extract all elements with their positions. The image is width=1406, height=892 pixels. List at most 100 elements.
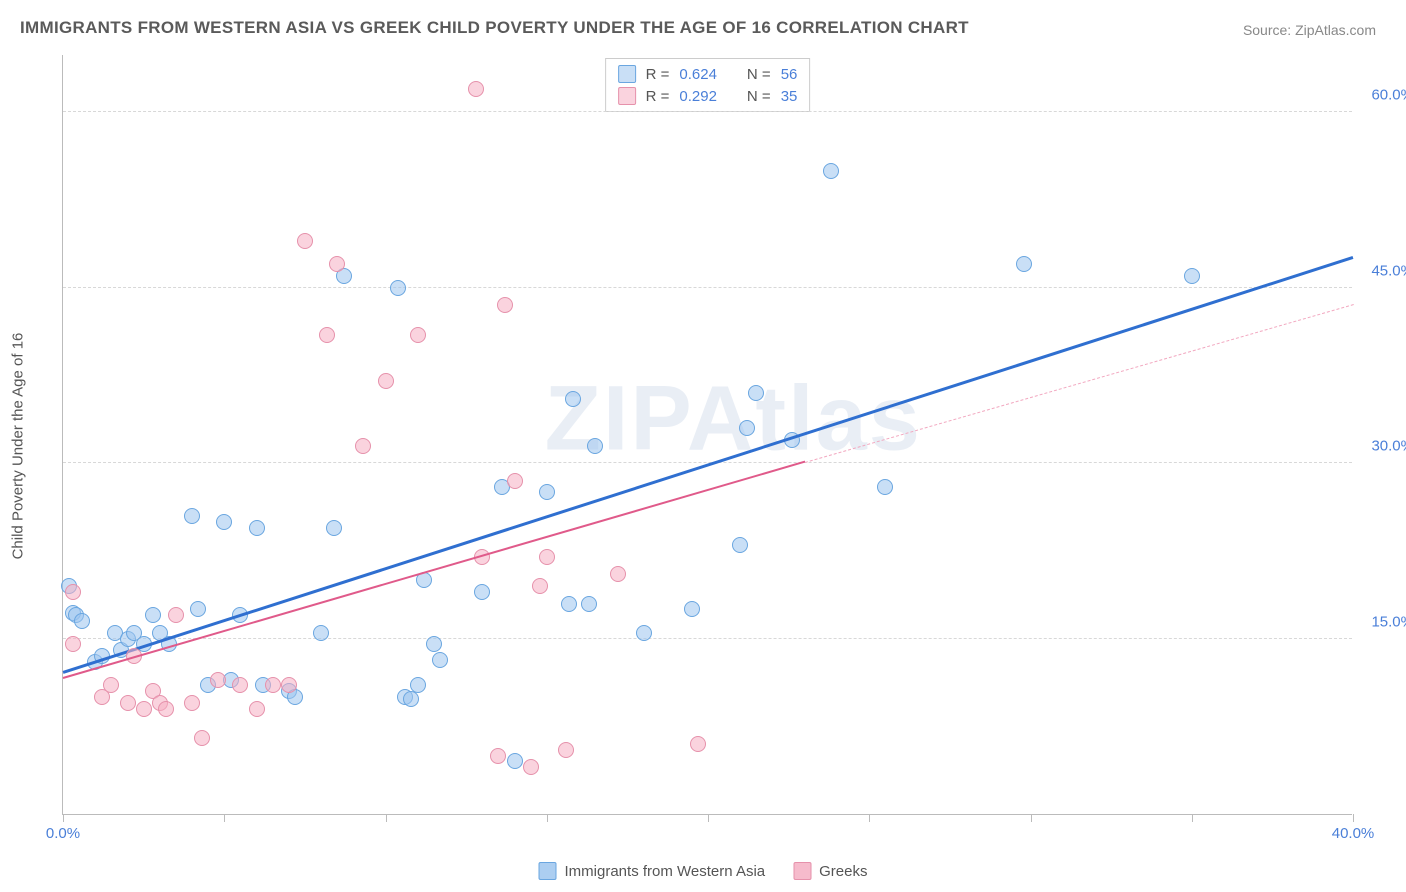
r-label: R = bbox=[646, 88, 670, 105]
x-tick bbox=[386, 814, 387, 822]
data-point bbox=[823, 163, 839, 179]
data-point bbox=[684, 601, 700, 617]
data-point bbox=[184, 695, 200, 711]
data-point bbox=[581, 596, 597, 612]
data-point bbox=[297, 233, 313, 249]
data-point bbox=[319, 327, 335, 343]
data-point bbox=[690, 736, 706, 752]
data-point bbox=[168, 607, 184, 623]
x-tick-label: 0.0% bbox=[46, 825, 80, 842]
data-point bbox=[532, 578, 548, 594]
legend-swatch-icon bbox=[793, 862, 811, 880]
data-point bbox=[468, 81, 484, 97]
data-point bbox=[313, 625, 329, 641]
legend-swatch-greeks bbox=[618, 87, 636, 105]
y-tick-label: 45.0% bbox=[1359, 262, 1406, 279]
data-point bbox=[190, 601, 206, 617]
data-point bbox=[523, 759, 539, 775]
data-point bbox=[539, 484, 555, 500]
data-point bbox=[539, 549, 555, 565]
data-point bbox=[74, 613, 90, 629]
x-tick bbox=[708, 814, 709, 822]
r-label: R = bbox=[646, 66, 670, 83]
data-point bbox=[65, 636, 81, 652]
data-point bbox=[507, 473, 523, 489]
data-point bbox=[636, 625, 652, 641]
legend-label: Immigrants from Western Asia bbox=[565, 863, 766, 880]
data-point bbox=[732, 537, 748, 553]
data-point bbox=[1184, 268, 1200, 284]
x-tick bbox=[63, 814, 64, 822]
data-point bbox=[232, 677, 248, 693]
data-point bbox=[558, 742, 574, 758]
data-point bbox=[432, 652, 448, 668]
data-point bbox=[184, 508, 200, 524]
data-point bbox=[739, 420, 755, 436]
y-tick-label: 30.0% bbox=[1359, 438, 1406, 455]
x-tick bbox=[1031, 814, 1032, 822]
data-point bbox=[265, 677, 281, 693]
legend-item: Greeks bbox=[793, 862, 867, 880]
n-label: N = bbox=[747, 88, 771, 105]
data-point bbox=[410, 677, 426, 693]
y-tick-label: 15.0% bbox=[1359, 613, 1406, 630]
data-point bbox=[748, 385, 764, 401]
data-point bbox=[507, 753, 523, 769]
legend-item: Immigrants from Western Asia bbox=[539, 862, 766, 880]
trend-line bbox=[805, 304, 1354, 463]
data-point bbox=[216, 514, 232, 530]
legend-bottom: Immigrants from Western Asia Greeks bbox=[539, 862, 868, 880]
y-tick-label: 60.0% bbox=[1359, 87, 1406, 104]
scatter-plot-area: ZIPAtlas R = 0.624 N = 56 R = 0.292 N = … bbox=[62, 55, 1352, 815]
legend-label: Greeks bbox=[819, 863, 867, 880]
data-point bbox=[565, 391, 581, 407]
source-attribution: Source: ZipAtlas.com bbox=[1243, 22, 1376, 38]
legend-swatch-icon bbox=[539, 862, 557, 880]
data-point bbox=[158, 701, 174, 717]
gridline bbox=[63, 111, 1352, 112]
n-value: 35 bbox=[781, 88, 798, 105]
data-point bbox=[136, 701, 152, 717]
x-tick bbox=[1353, 814, 1354, 822]
gridline bbox=[63, 638, 1352, 639]
data-point bbox=[281, 677, 297, 693]
data-point bbox=[403, 691, 419, 707]
data-point bbox=[145, 607, 161, 623]
r-value: 0.292 bbox=[679, 88, 717, 105]
n-label: N = bbox=[747, 66, 771, 83]
data-point bbox=[249, 520, 265, 536]
data-point bbox=[103, 677, 119, 693]
data-point bbox=[65, 584, 81, 600]
gridline bbox=[63, 287, 1352, 288]
trend-line bbox=[63, 256, 1354, 673]
data-point bbox=[410, 327, 426, 343]
legend-stats-row: R = 0.292 N = 35 bbox=[618, 85, 798, 107]
chart-title: IMMIGRANTS FROM WESTERN ASIA VS GREEK CH… bbox=[20, 18, 969, 38]
data-point bbox=[1016, 256, 1032, 272]
y-axis-title: Child Poverty Under the Age of 16 bbox=[10, 333, 27, 560]
x-tick bbox=[1192, 814, 1193, 822]
data-point bbox=[610, 566, 626, 582]
source-name: ZipAtlas.com bbox=[1295, 22, 1376, 38]
x-tick bbox=[224, 814, 225, 822]
r-value: 0.624 bbox=[679, 66, 717, 83]
data-point bbox=[326, 520, 342, 536]
data-point bbox=[587, 438, 603, 454]
data-point bbox=[378, 373, 394, 389]
data-point bbox=[877, 479, 893, 495]
legend-swatch-asia bbox=[618, 65, 636, 83]
data-point bbox=[120, 695, 136, 711]
data-point bbox=[390, 280, 406, 296]
data-point bbox=[355, 438, 371, 454]
x-tick-label: 40.0% bbox=[1332, 825, 1375, 842]
n-value: 56 bbox=[781, 66, 798, 83]
data-point bbox=[474, 584, 490, 600]
legend-stats-box: R = 0.624 N = 56 R = 0.292 N = 35 bbox=[605, 58, 811, 112]
source-prefix: Source: bbox=[1243, 22, 1295, 38]
data-point bbox=[210, 672, 226, 688]
x-tick bbox=[869, 814, 870, 822]
legend-stats-row: R = 0.624 N = 56 bbox=[618, 63, 798, 85]
data-point bbox=[249, 701, 265, 717]
x-tick bbox=[547, 814, 548, 822]
data-point bbox=[497, 297, 513, 313]
